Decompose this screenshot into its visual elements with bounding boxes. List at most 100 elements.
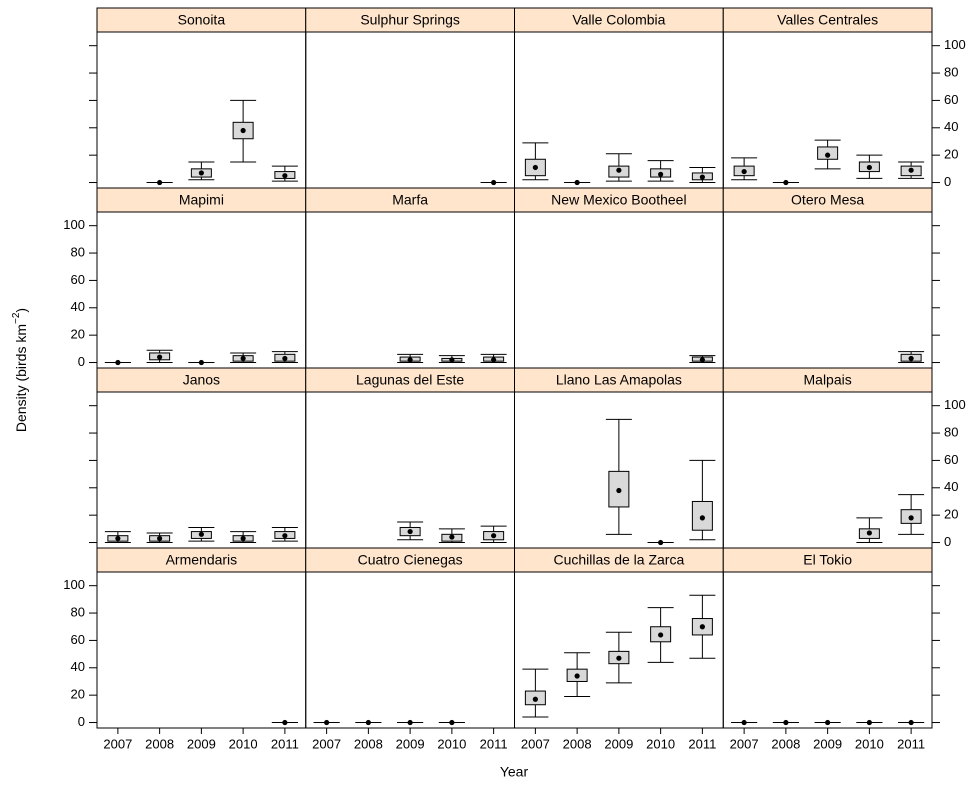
panel-title: Cuchillas de la Zarca [554,552,685,568]
x-axis-label: Year [500,764,529,780]
x-tick-label: 2011 [271,736,299,751]
x-tick-label: 2010 [855,736,884,751]
y-tick-label: 60 [944,452,958,467]
point [491,533,497,539]
point [908,167,914,173]
panel-title: Valles Centrales [777,12,878,28]
point [198,359,204,366]
y-tick-label: 100 [944,37,966,52]
y-tick-label: 100 [944,397,966,412]
x-tick-label: 2011 [897,736,925,751]
y-tick-label: 20 [71,687,85,702]
point [407,528,413,535]
panel-frame [722,211,933,369]
point [198,170,204,176]
x-tick-label: 2009 [813,736,842,751]
x-tick-label: 2007 [521,736,550,751]
y-tick-label: 80 [71,604,85,619]
panel-title: Llano Las Amapolas [556,372,682,388]
point [616,487,622,494]
point [491,357,497,363]
panel-frame [96,391,307,549]
y-tick-label: 0 [944,174,951,189]
point [282,719,288,726]
y-tick-label: 20 [71,327,85,342]
x-tick-label: 2008 [354,736,383,751]
point [282,533,288,539]
y-tick-label: 0 [944,534,951,549]
panel-title: Malpais [804,372,852,388]
point [616,655,622,661]
strip [96,7,307,33]
point [407,357,413,363]
point [783,719,789,726]
point [449,357,455,363]
y-tick-label: 40 [944,479,958,494]
panel-title: Janos [183,372,220,388]
point [157,179,163,186]
strip [722,7,933,33]
y-tick-label: 80 [944,64,958,79]
panel-title: Armendaris [166,552,238,568]
panel-frame [305,211,515,369]
panel-title: Valle Colombia [572,12,665,28]
point [532,164,538,171]
point [449,719,455,726]
point [908,719,914,726]
y-tick-label: 100 [63,577,85,592]
y-tick-label: 60 [71,632,85,647]
point [157,535,163,542]
x-tick-label: 2007 [312,736,341,751]
point [115,535,121,542]
point [157,354,163,360]
x-tick-label: 2008 [563,736,592,751]
point [240,127,246,134]
panel-title: New Mexico Bootheel [551,192,686,208]
y-tick-label: 0 [78,714,85,729]
x-tick-label: 2010 [437,736,466,751]
x-tick-label: 2007 [103,736,132,751]
point [616,167,622,173]
point [908,355,914,362]
point [825,152,831,158]
panel-title: Otero Mesa [791,192,864,208]
panel-frame [514,211,724,369]
y-tick-label: 60 [944,92,958,107]
point [783,179,789,186]
panel-frame [722,571,933,729]
y-tick-label: 20 [944,147,958,162]
panel-frame [96,211,307,369]
point [365,719,371,726]
point [908,515,914,521]
point [741,719,747,726]
point [491,179,497,186]
point [658,171,664,177]
y-tick-label: 80 [71,244,85,259]
point [866,719,872,726]
x-tick-label: 2009 [187,736,216,751]
point [574,179,580,186]
y-tick-label: 40 [944,119,958,134]
panel-frame [96,571,307,729]
x-tick-label: 2009 [604,736,633,751]
point [741,168,747,175]
x-tick-label: 2009 [396,736,425,751]
point [324,719,330,726]
point [866,530,872,536]
point [407,719,413,726]
panel-title: Marfa [392,192,428,208]
panel-frame [305,571,515,729]
point [240,535,246,542]
x-tick-label: 2010 [646,736,675,751]
panel-title: Sulphur Springs [360,12,460,28]
x-tick-label: 2008 [771,736,800,751]
strip [722,187,933,213]
point [282,355,288,362]
strip [722,547,933,573]
x-tick-label: 2011 [480,736,508,751]
panel-title: El Tokio [803,552,852,568]
point [699,357,705,363]
y-axis-label-exponent: −2 [11,312,22,324]
point [825,719,831,726]
